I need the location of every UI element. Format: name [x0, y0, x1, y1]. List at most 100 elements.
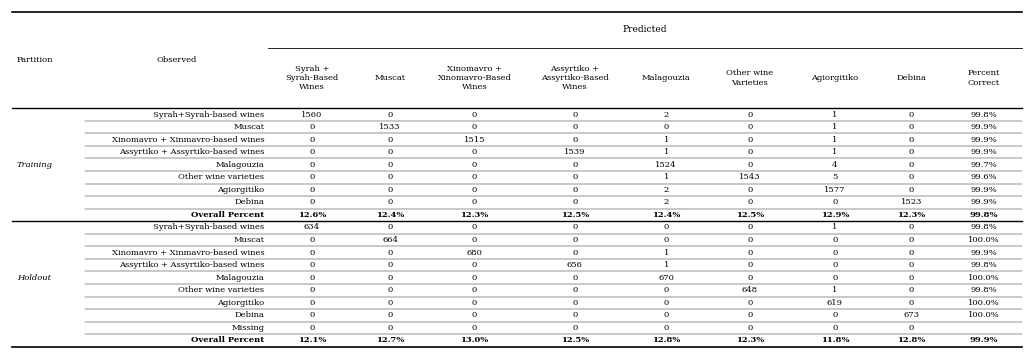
Text: 12.3%: 12.3% [736, 336, 764, 344]
Text: 12.5%: 12.5% [736, 211, 764, 219]
Text: Syrah+Syrah-based wines: Syrah+Syrah-based wines [153, 224, 265, 232]
Text: 0: 0 [472, 236, 477, 244]
Text: 0: 0 [748, 311, 753, 320]
Text: Malagouzia: Malagouzia [216, 161, 265, 169]
Text: Agiorgitiko: Agiorgitiko [812, 74, 858, 82]
Text: 664: 664 [383, 236, 398, 244]
Text: 0: 0 [664, 123, 669, 131]
Text: Missing: Missing [232, 324, 265, 332]
Text: Assyrtiko + Assyrtiko-based wines: Assyrtiko + Assyrtiko-based wines [119, 261, 265, 269]
Text: 0: 0 [909, 286, 914, 294]
Text: 0: 0 [472, 186, 477, 194]
Text: 0: 0 [309, 161, 314, 169]
Text: Other wine
Varieties: Other wine Varieties [726, 69, 773, 87]
Text: 1: 1 [664, 261, 669, 269]
Text: 2: 2 [664, 199, 669, 206]
Text: 0: 0 [472, 199, 477, 206]
Text: 0: 0 [309, 136, 314, 144]
Text: 100.0%: 100.0% [968, 299, 1000, 307]
Text: 0: 0 [664, 311, 669, 320]
Text: 0: 0 [748, 186, 753, 194]
Text: 1515: 1515 [464, 136, 485, 144]
Text: 1523: 1523 [901, 199, 922, 206]
Text: 0: 0 [909, 173, 914, 181]
Text: 0: 0 [388, 286, 393, 294]
Text: 99.8%: 99.8% [971, 286, 998, 294]
Text: 0: 0 [388, 224, 393, 232]
Text: Malagouzia: Malagouzia [216, 274, 265, 282]
Text: 99.8%: 99.8% [970, 211, 998, 219]
Text: 0: 0 [309, 236, 314, 244]
Text: 0: 0 [909, 161, 914, 169]
Text: 0: 0 [309, 311, 314, 320]
Text: 99.9%: 99.9% [971, 186, 998, 194]
Text: 0: 0 [309, 324, 314, 332]
Text: 680: 680 [466, 248, 483, 257]
Text: 0: 0 [664, 286, 669, 294]
Text: 1560: 1560 [301, 111, 323, 118]
Text: 2: 2 [664, 111, 669, 118]
Text: 0: 0 [572, 186, 577, 194]
Text: 99.9%: 99.9% [971, 248, 998, 257]
Text: 1: 1 [664, 136, 669, 144]
Text: 0: 0 [572, 199, 577, 206]
Text: 0: 0 [748, 261, 753, 269]
Text: 0: 0 [472, 148, 477, 156]
Text: 0: 0 [572, 123, 577, 131]
Text: Observed: Observed [156, 56, 196, 64]
Text: 100.0%: 100.0% [968, 236, 1000, 244]
Text: 0: 0 [909, 248, 914, 257]
Text: Percent
Correct: Percent Correct [968, 69, 1000, 87]
Text: 0: 0 [572, 286, 577, 294]
Text: 0: 0 [909, 224, 914, 232]
Text: 1: 1 [664, 173, 669, 181]
Text: 0: 0 [309, 186, 314, 194]
Text: 0: 0 [388, 299, 393, 307]
Text: Xinomavro +
Xinomavro-Based
Wines: Xinomavro + Xinomavro-Based Wines [437, 65, 512, 91]
Text: 0: 0 [388, 274, 393, 282]
Text: 99.9%: 99.9% [970, 336, 998, 344]
Text: 99.9%: 99.9% [971, 199, 998, 206]
Text: 0: 0 [309, 286, 314, 294]
Text: 0: 0 [748, 299, 753, 307]
Text: 11.8%: 11.8% [821, 336, 849, 344]
Text: 99.6%: 99.6% [971, 173, 997, 181]
Text: 0: 0 [748, 324, 753, 332]
Text: 0: 0 [748, 236, 753, 244]
Text: 0: 0 [309, 123, 314, 131]
Text: 1: 1 [832, 111, 838, 118]
Text: 0: 0 [832, 199, 838, 206]
Text: 99.9%: 99.9% [971, 123, 998, 131]
Text: 634: 634 [304, 224, 320, 232]
Text: 0: 0 [909, 236, 914, 244]
Text: 0: 0 [388, 173, 393, 181]
Text: Muscat: Muscat [234, 123, 265, 131]
Text: 670: 670 [659, 274, 674, 282]
Text: 1: 1 [832, 148, 838, 156]
Text: 99.7%: 99.7% [971, 161, 998, 169]
Text: 0: 0 [472, 173, 477, 181]
Text: 12.3%: 12.3% [460, 211, 489, 219]
Text: Other wine varieties: Other wine varieties [179, 286, 265, 294]
Text: 0: 0 [572, 274, 577, 282]
Text: 12.8%: 12.8% [652, 336, 680, 344]
Text: 12.5%: 12.5% [560, 336, 589, 344]
Text: Partition: Partition [17, 56, 54, 64]
Text: 2: 2 [664, 186, 669, 194]
Text: 0: 0 [309, 148, 314, 156]
Text: 0: 0 [388, 261, 393, 269]
Text: Syrah +
Syrah-Based
Wines: Syrah + Syrah-Based Wines [285, 65, 338, 91]
Text: 99.9%: 99.9% [971, 148, 998, 156]
Text: 0: 0 [748, 111, 753, 118]
Text: 0: 0 [832, 311, 838, 320]
Text: 0: 0 [748, 161, 753, 169]
Text: 12.4%: 12.4% [376, 211, 404, 219]
Text: 1: 1 [832, 286, 838, 294]
Text: 0: 0 [664, 224, 669, 232]
Text: 0: 0 [388, 324, 393, 332]
Text: 0: 0 [472, 274, 477, 282]
Text: 0: 0 [572, 161, 577, 169]
Text: 656: 656 [567, 261, 583, 269]
Text: 648: 648 [741, 286, 758, 294]
Text: Muscat: Muscat [234, 236, 265, 244]
